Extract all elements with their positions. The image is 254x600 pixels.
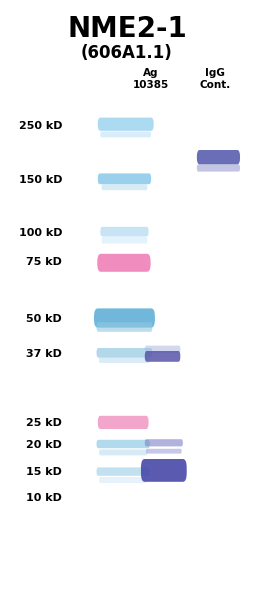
FancyBboxPatch shape — [98, 416, 149, 429]
FancyBboxPatch shape — [94, 308, 155, 328]
Text: 20 kD: 20 kD — [26, 440, 62, 450]
FancyBboxPatch shape — [97, 467, 150, 476]
FancyBboxPatch shape — [97, 322, 152, 332]
Text: 50 kD: 50 kD — [26, 314, 62, 324]
FancyBboxPatch shape — [97, 254, 151, 272]
Text: 75 kD: 75 kD — [26, 257, 62, 267]
Text: Ag
10385: Ag 10385 — [133, 68, 169, 90]
FancyBboxPatch shape — [141, 459, 187, 482]
Text: NME2-1: NME2-1 — [67, 15, 187, 43]
FancyBboxPatch shape — [102, 236, 147, 244]
Text: (606A1.1): (606A1.1) — [81, 44, 173, 62]
FancyBboxPatch shape — [145, 439, 183, 446]
Text: IgG
Cont.: IgG Cont. — [199, 68, 230, 90]
FancyBboxPatch shape — [102, 184, 147, 190]
FancyBboxPatch shape — [99, 357, 150, 363]
Text: 250 kD: 250 kD — [19, 121, 62, 131]
FancyBboxPatch shape — [97, 440, 150, 448]
FancyBboxPatch shape — [98, 173, 151, 184]
Text: 25 kD: 25 kD — [26, 418, 62, 428]
FancyBboxPatch shape — [145, 351, 180, 362]
Text: 37 kD: 37 kD — [26, 349, 62, 359]
FancyBboxPatch shape — [145, 346, 180, 353]
FancyBboxPatch shape — [99, 477, 147, 483]
FancyBboxPatch shape — [197, 164, 240, 172]
FancyBboxPatch shape — [98, 118, 154, 131]
Text: 150 kD: 150 kD — [19, 175, 62, 185]
FancyBboxPatch shape — [100, 227, 149, 236]
FancyBboxPatch shape — [197, 150, 240, 164]
FancyBboxPatch shape — [146, 449, 182, 454]
FancyBboxPatch shape — [97, 348, 152, 358]
Text: 15 kD: 15 kD — [26, 467, 62, 477]
FancyBboxPatch shape — [100, 131, 151, 137]
FancyBboxPatch shape — [99, 449, 147, 455]
Text: 10 kD: 10 kD — [26, 493, 62, 503]
Text: 100 kD: 100 kD — [19, 228, 62, 238]
